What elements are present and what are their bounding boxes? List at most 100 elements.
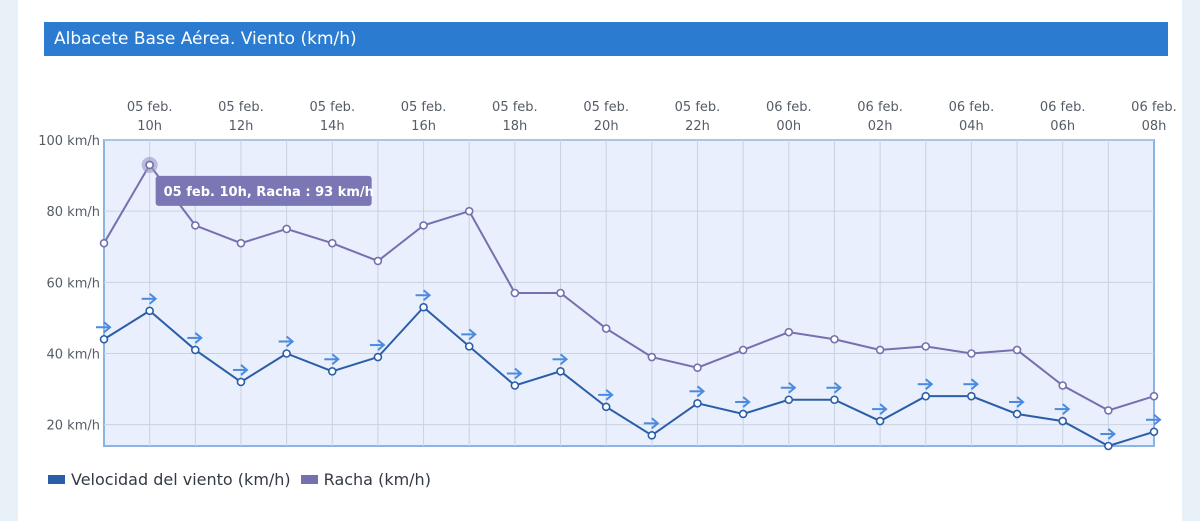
arrow-right-icon [232,364,249,376]
data-point [967,391,976,401]
arrow-right-icon [963,378,979,390]
data-point [1012,345,1022,355]
arrow-head [742,396,751,408]
arrow-head [285,335,295,348]
arrow-right-icon [1054,403,1071,415]
data-point [601,402,611,412]
arrow-head [468,328,477,341]
arrow-right-icon [1100,428,1116,440]
x-tick-label-hour: 06h [1050,119,1075,134]
series-line [103,163,1155,412]
x-tick-label-hour: 18h [502,119,527,134]
y-tick-label: 40 km/h [47,347,101,362]
arrow-right-icon [324,353,340,366]
legend-item-velocidad[interactable]: Velocidad del viento (km/h) [48,470,291,489]
data-point [236,238,246,248]
data-point [373,352,383,362]
arrow-head [970,378,979,390]
x-tick-label-date: 05 feb. [309,100,355,115]
arrow-right-icon [96,321,112,334]
arrow-right-icon [506,367,523,380]
data-point [556,288,565,298]
arrow-head [925,378,934,390]
arrow-right-icon [552,353,569,366]
arrow-right-icon [369,339,386,351]
wind-direction-arrows [96,289,1162,440]
x-tick-label-hour: 10h [137,119,162,134]
data-point [693,363,702,373]
arrow-head [240,364,249,376]
arrow-head [559,353,569,366]
data-point [236,377,246,387]
data-point [647,431,657,440]
x-tick-label-date: 06 feb. [1040,100,1086,115]
arrow-head [514,367,523,380]
arrow-right-icon [689,385,706,398]
tooltip-box [155,175,372,206]
arrow-right-icon [598,389,614,401]
arrow-right-icon [872,403,888,415]
x-tick-label-date: 06 feb. [949,100,995,115]
arrow-head [1016,396,1025,408]
data-point [1149,427,1159,437]
arrow-right-icon [643,417,660,430]
arrow-right-icon [187,332,203,344]
data-point [830,395,839,405]
x-tick-label-date: 05 feb. [127,100,173,115]
arrow-right-icon [826,381,842,394]
arrow-head [1062,403,1071,415]
arrow-head [331,353,340,366]
arrow-head [194,332,203,344]
arrow-head [1153,413,1162,426]
data-point [1104,441,1113,451]
x-tick-label-date: 05 feb. [401,100,447,115]
data-point [191,345,200,355]
data-point [830,334,839,344]
arrow-right-icon [278,335,295,348]
arrow-right-icon [780,381,797,394]
y-tick-label: 100 km/h [38,134,100,149]
data-point [647,352,657,362]
arrow-head [103,321,112,334]
x-tick-label-date: 06 feb. [857,100,903,115]
legend-label-racha: Racha (km/h) [323,470,431,489]
arrow-head [696,385,706,398]
y-axis: 20 km/h 40 km/h 60 km/h 80 km/h 100 km/h [38,134,100,434]
x-tick-label-date: 05 feb. [583,100,629,115]
legend-swatch-velocidad [48,475,65,484]
series-layer [96,160,1162,451]
data-point [556,366,565,376]
legend: Velocidad del viento (km/h) Racha (km/h) [48,470,441,489]
data-point [510,381,520,390]
data-point [373,256,383,266]
data-point [145,306,154,316]
series-racha [99,160,1159,415]
arrow-right-icon [917,378,934,390]
data-point [282,349,291,358]
data-point [510,288,520,298]
x-tick-label-date: 06 feb. [1131,100,1177,115]
x-tick-label-hour: 00h [776,119,801,134]
data-point [327,366,337,376]
arrow-right-icon [735,396,751,408]
data-point [784,395,794,405]
tooltip: 05 feb. 10h, Racha : 93 km/h [141,156,374,206]
arrow-right-icon [461,328,477,341]
data-point [738,345,748,355]
data-point [601,324,611,333]
data-point [191,221,200,230]
data-point [875,345,885,355]
data-point [693,399,702,408]
legend-item-racha[interactable]: Racha (km/h) [300,470,431,489]
arrow-right-icon [141,293,158,305]
arrow-right-icon [1009,396,1025,408]
chart-title: Albacete Base Aérea. Viento (km/h) [44,22,1168,56]
legend-label-velocidad: Velocidad del viento (km/h) [71,470,291,489]
data-point [99,238,109,248]
data-point [875,416,885,426]
data-point [464,206,474,216]
arrow-head [788,381,797,394]
tooltip-text: 05 feb. 10h, Racha : 93 km/h [164,185,374,200]
data-point [1058,416,1067,426]
